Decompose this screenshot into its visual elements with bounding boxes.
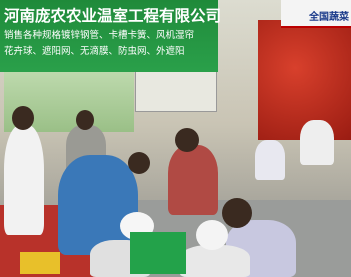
banner-title: 河南庞农农业温室工程有限公司 (4, 4, 218, 26)
person (4, 125, 44, 235)
person-head (76, 110, 94, 130)
banner-line: 花卉球、遮阳网、无滴膜、防虫网、外遮阳 (4, 43, 218, 57)
person-head (175, 128, 199, 152)
display-board (135, 70, 217, 112)
corner-sign-text: 全国蔬菜 (309, 8, 349, 23)
person-head (12, 106, 34, 130)
person (180, 245, 250, 277)
green-box (130, 232, 186, 274)
person (168, 145, 218, 215)
booth-banner: 河南庞农农业温室工程有限公司 销售各种规格镀锌钢管、卡槽卡簧、风机湿帘 花卉球、… (0, 0, 218, 72)
banner-line: 销售各种规格镀锌钢管、卡槽卡簧、风机湿帘 (4, 27, 218, 41)
person-head (222, 198, 252, 228)
photo: 河南庞农农业温室工程有限公司 销售各种规格镀锌钢管、卡槽卡簧、风机湿帘 花卉球、… (0, 0, 351, 277)
person (300, 120, 334, 165)
red-wall (258, 20, 351, 140)
person (255, 140, 285, 180)
corner-sign: 全国蔬菜 (281, 0, 351, 28)
cap (196, 220, 228, 250)
yellow-bucket (20, 252, 60, 274)
person-head (128, 152, 150, 174)
